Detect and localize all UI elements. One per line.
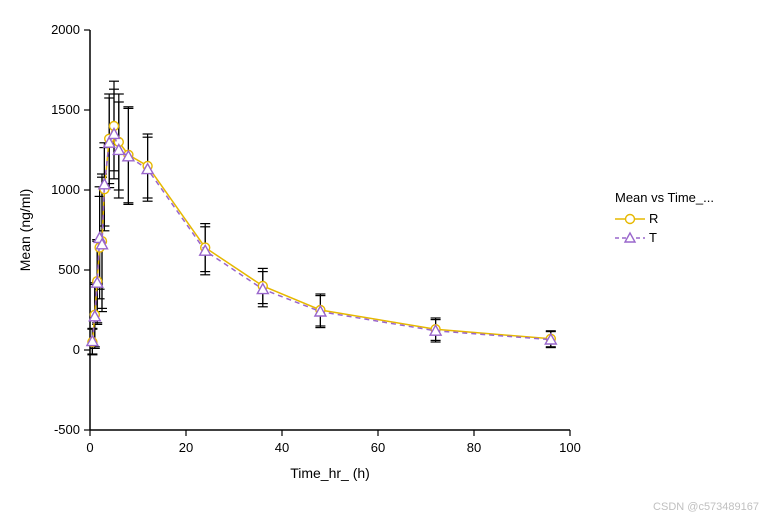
svg-text:20: 20 [179, 440, 193, 455]
svg-text:60: 60 [371, 440, 385, 455]
svg-text:80: 80 [467, 440, 481, 455]
svg-text:1500: 1500 [51, 102, 80, 117]
legend-swatch-R [615, 212, 645, 226]
svg-text:500: 500 [58, 262, 80, 277]
chart-container: -500 0 500 1000 1500 2000 0 20 40 60 80 100 Mean (ng… [10, 10, 610, 490]
svg-text:0: 0 [86, 440, 93, 455]
chart-svg: -500 0 500 1000 1500 2000 0 20 40 60 80 100 Mean (ng… [10, 10, 610, 490]
legend-swatch-T [615, 231, 645, 245]
legend-label-R: R [649, 211, 658, 226]
svg-text:100: 100 [559, 440, 581, 455]
svg-text:40: 40 [275, 440, 289, 455]
legend-label-T: T [649, 230, 657, 245]
svg-text:0: 0 [73, 342, 80, 357]
legend-title: Mean vs Time_... [615, 190, 714, 205]
svg-text:1000: 1000 [51, 182, 80, 197]
legend-item-R: R [615, 211, 714, 226]
legend-item-T: T [615, 230, 714, 245]
svg-text:Time_hr_ (h): Time_hr_ (h) [290, 465, 370, 481]
svg-text:2000: 2000 [51, 22, 80, 37]
svg-text:-500: -500 [54, 422, 80, 437]
svg-text:Mean (ng/ml): Mean (ng/ml) [17, 189, 33, 271]
watermark: CSDN @c573489167 [653, 501, 759, 513]
legend: Mean vs Time_... R T [615, 190, 714, 249]
